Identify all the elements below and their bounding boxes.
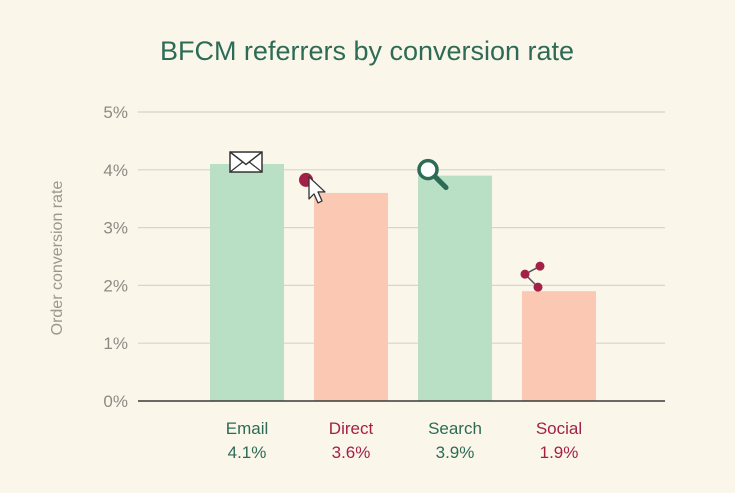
category-label: Social [536,419,582,438]
value-label: 4.1% [228,443,267,462]
category-label: Direct [329,419,374,438]
bar-icons [229,151,545,292]
y-axis-label: Order conversion rate [49,181,66,336]
value-label: 3.9% [436,443,475,462]
y-tick-label: 1% [103,334,128,353]
y-tick-label: 4% [103,161,128,180]
bar-email [210,164,284,401]
bars [210,164,596,401]
bar-social [522,291,596,401]
y-axis-ticks: 0% 1% 2% 3% 4% 5% [103,103,128,411]
share-icon [520,261,545,292]
category-label: Email [226,419,269,438]
value-label: 3.6% [332,443,371,462]
bar-direct [314,192,388,401]
cursor-click-icon [299,172,326,204]
bar-search [418,175,492,401]
chart-title: BFCM referrers by conversion rate [160,36,574,66]
envelope-icon [229,151,263,173]
category-labels: Email 4.1% Direct 3.6% Search 3.9% Social 1.9% [226,419,582,462]
value-label: 1.9% [540,443,579,462]
y-tick-label: 3% [103,219,128,238]
y-tick-label: 2% [103,276,128,295]
category-label: Search [428,419,482,438]
y-tick-label: 5% [103,103,128,122]
magnifier-icon [417,158,449,191]
y-tick-label: 0% [103,392,128,411]
